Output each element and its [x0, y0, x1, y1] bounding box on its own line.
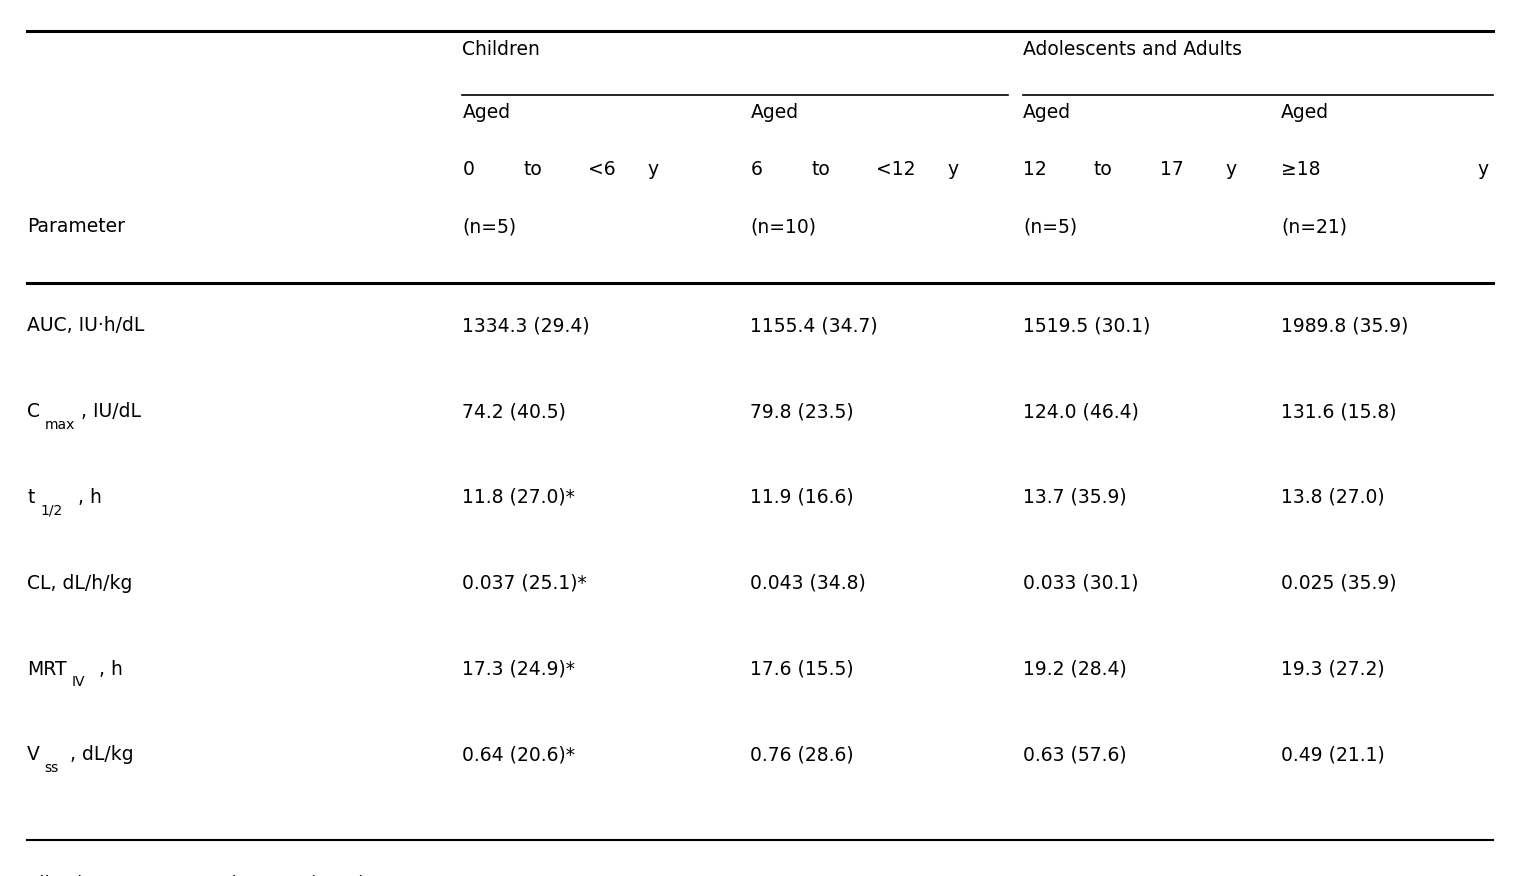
Text: AUC, IU·h/dL: AUC, IU·h/dL — [27, 316, 144, 336]
Text: 6: 6 — [750, 160, 763, 180]
Text: 1/2: 1/2 — [39, 504, 62, 518]
Text: 131.6 (15.8): 131.6 (15.8) — [1281, 402, 1396, 421]
Text: 19.3 (27.2): 19.3 (27.2) — [1281, 660, 1384, 679]
Text: <12: <12 — [876, 160, 916, 180]
Text: CL, dL/h/kg: CL, dL/h/kg — [27, 574, 133, 593]
Text: 0.025 (35.9): 0.025 (35.9) — [1281, 574, 1396, 593]
Text: , IU/dL: , IU/dL — [80, 402, 141, 421]
Text: 1519.5 (30.1): 1519.5 (30.1) — [1023, 316, 1151, 336]
Text: y: y — [647, 160, 658, 180]
Text: y: y — [948, 160, 958, 180]
Text: MRT: MRT — [27, 660, 67, 679]
Text: Children: Children — [462, 40, 540, 60]
Text: to: to — [811, 160, 829, 180]
Text: , h: , h — [79, 488, 102, 507]
Text: Aged: Aged — [1281, 103, 1330, 123]
Text: Adolescents and Adults: Adolescents and Adults — [1023, 40, 1242, 60]
Text: 0.76 (28.6): 0.76 (28.6) — [750, 745, 854, 765]
Text: V: V — [27, 745, 39, 765]
Text: IV: IV — [73, 675, 85, 689]
Text: Aged: Aged — [750, 103, 799, 123]
Text: 79.8 (23.5): 79.8 (23.5) — [750, 402, 854, 421]
Text: 13.8 (27.0): 13.8 (27.0) — [1281, 488, 1384, 507]
Text: 124.0 (46.4): 124.0 (46.4) — [1023, 402, 1139, 421]
Text: , h: , h — [100, 660, 123, 679]
Text: ss: ss — [44, 761, 59, 775]
Text: 11.8 (27.0)*: 11.8 (27.0)* — [462, 488, 575, 507]
Text: 13.7 (35.9): 13.7 (35.9) — [1023, 488, 1126, 507]
Text: 1989.8 (35.9): 1989.8 (35.9) — [1281, 316, 1408, 336]
Text: Aged: Aged — [1023, 103, 1072, 123]
Text: (n=5): (n=5) — [462, 217, 517, 237]
Text: 0: 0 — [462, 160, 475, 180]
Text: (n=21): (n=21) — [1281, 217, 1348, 237]
Text: 1334.3 (29.4): 1334.3 (29.4) — [462, 316, 590, 336]
Text: <6: <6 — [588, 160, 615, 180]
Text: 0.037 (25.1)*: 0.037 (25.1)* — [462, 574, 587, 593]
Text: y: y — [1478, 160, 1489, 180]
Text: ≥18: ≥18 — [1281, 160, 1320, 180]
Text: C: C — [27, 402, 41, 421]
Text: 0.033 (30.1): 0.033 (30.1) — [1023, 574, 1139, 593]
Text: to: to — [1093, 160, 1111, 180]
Text: (n=10): (n=10) — [750, 217, 817, 237]
Text: max: max — [44, 418, 76, 432]
Text: 0.49 (21.1): 0.49 (21.1) — [1281, 745, 1384, 765]
Text: t: t — [27, 488, 35, 507]
Text: 0.63 (57.6): 0.63 (57.6) — [1023, 745, 1126, 765]
Text: Aged: Aged — [462, 103, 511, 123]
Text: 17.3 (24.9)*: 17.3 (24.9)* — [462, 660, 576, 679]
Text: to: to — [523, 160, 541, 180]
Text: 1155.4 (34.7): 1155.4 (34.7) — [750, 316, 878, 336]
Text: Parameter: Parameter — [27, 217, 126, 237]
Text: 12: 12 — [1023, 160, 1048, 180]
Text: y: y — [1225, 160, 1236, 180]
Text: 19.2 (28.4): 19.2 (28.4) — [1023, 660, 1126, 679]
Text: 17.6 (15.5): 17.6 (15.5) — [750, 660, 854, 679]
Text: , dL/kg: , dL/kg — [70, 745, 133, 765]
Text: (n=5): (n=5) — [1023, 217, 1078, 237]
Text: 0.043 (34.8): 0.043 (34.8) — [750, 574, 866, 593]
Text: 11.9 (16.6): 11.9 (16.6) — [750, 488, 854, 507]
Text: 0.64 (20.6)*: 0.64 (20.6)* — [462, 745, 576, 765]
Text: 17: 17 — [1160, 160, 1184, 180]
Text: 74.2 (40.5): 74.2 (40.5) — [462, 402, 567, 421]
